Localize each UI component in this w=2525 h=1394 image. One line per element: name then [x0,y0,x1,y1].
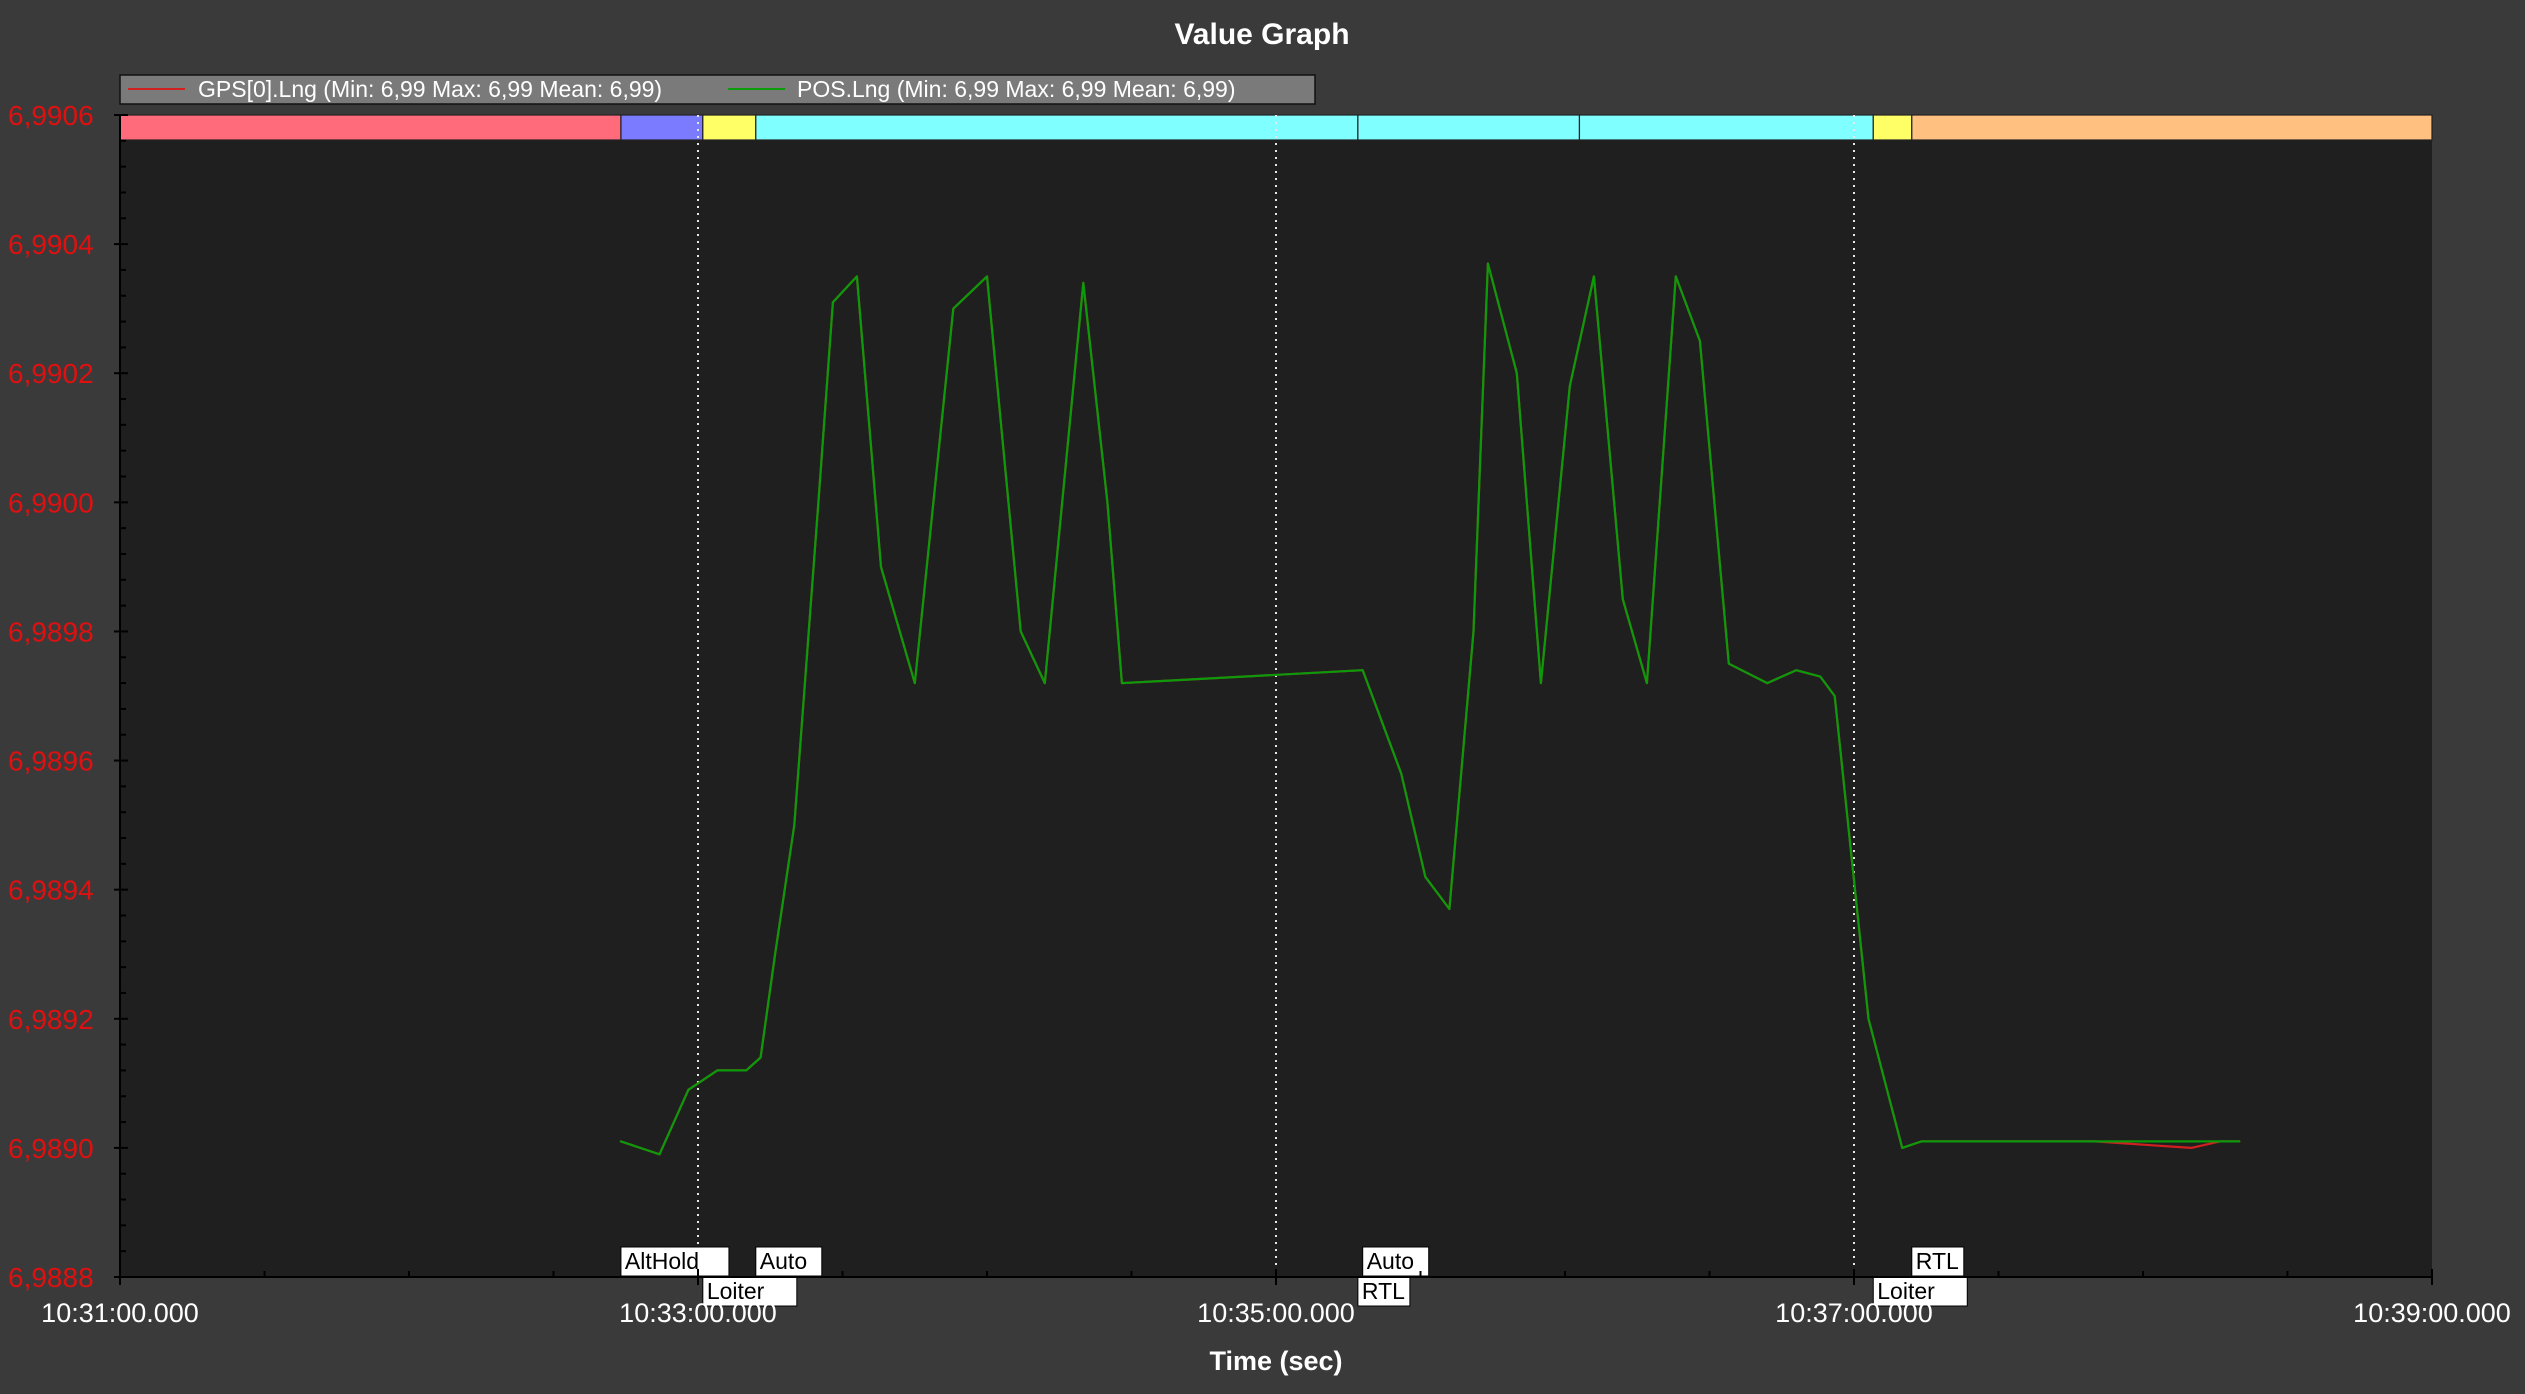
chart-title: Value Graph [1174,18,1349,51]
mode-label-text: RTL [1916,1248,1959,1274]
series-line-pos [619,262,2241,1156]
mode-label: RTL [1911,1246,1965,1277]
mode-band [755,114,1359,141]
mode-label-text: Loiter [1877,1278,1935,1304]
x-axis-label: Time (sec) [1209,1346,1342,1376]
mode-band [620,114,704,141]
y-tick-label: 6,9890 [8,1133,94,1164]
series-lines [619,262,2241,1156]
mode-label-text: Auto [760,1248,807,1274]
mode-band [702,114,757,141]
mode-label-box [755,1246,823,1277]
y-tick-label: 6,9896 [8,746,94,777]
y-tick-label: 6,9888 [8,1262,94,1293]
y-tick-label: 6,9894 [8,875,94,906]
grid-lines [697,115,1855,1277]
mode-band [1872,114,1913,141]
y-tick-label: 6,9892 [8,1004,94,1035]
mode-label-text: Auto [1367,1248,1414,1274]
mode-label-box [1362,1246,1430,1277]
mode-band [119,114,622,141]
y-axis-ticks: 6,9888 6,9890 6,9892 6,9894 6,9896 6,9898 6,99… [8,100,128,1293]
mode-label-text: AltHold [625,1248,699,1274]
mode-band [1578,114,1874,141]
x-tick-label: 10:35:00.000 [1197,1298,1355,1328]
mode-label-box [1911,1246,1965,1277]
x-tick-label: 10:33:00.000 [619,1298,777,1328]
mode-label-box [702,1276,798,1307]
mode-label-text: RTL [1362,1278,1405,1304]
mode-label-box [620,1246,730,1277]
mode-label: Auto [755,1246,823,1277]
flight-mode-bands [119,114,2433,141]
mode-label: Auto [1362,1246,1430,1277]
y-tick-label: 6,9904 [8,229,94,260]
y-tick-label: 6,9902 [8,358,94,389]
mode-label: Loiter [1872,1276,1968,1307]
legend[interactable]: GPS[0].Lng (Min: 6,99 Max: 6,99 Mean: 6,… [119,74,1316,105]
y-tick-label: 6,9898 [8,616,94,647]
mode-label: RTL [1357,1276,1411,1307]
flight-mode-labels: AltHold Loiter Auto Auto RTL RTL Loiter [620,1246,1968,1307]
legend-entry-pos: POS.Lng (Min: 6,99 Max: 6,99 Mean: 6,99) [797,76,1236,102]
legend-entry-gps: GPS[0].Lng (Min: 6,99 Max: 6,99 Mean: 6,… [198,76,662,102]
y-tick-label: 6,9900 [8,487,94,518]
legend-box [119,74,1316,105]
mode-band [1911,114,2433,141]
x-tick-label: 10:39:00.000 [2353,1298,2511,1328]
mode-label: Loiter [702,1276,798,1307]
x-tick-label: 10:31:00.000 [41,1298,199,1328]
mode-label-box [1872,1276,1968,1307]
x-axis-ticks: 10:31:00.000 10:33:00.000 10:35:00.000 10:3… [41,1269,2511,1328]
y-tick-label: 6,9906 [8,100,94,131]
mode-label: AltHold [620,1246,730,1277]
mode-label-text: Loiter [707,1278,765,1304]
x-tick-label: 10:37:00.000 [1775,1298,1933,1328]
mode-band [1357,114,1581,141]
